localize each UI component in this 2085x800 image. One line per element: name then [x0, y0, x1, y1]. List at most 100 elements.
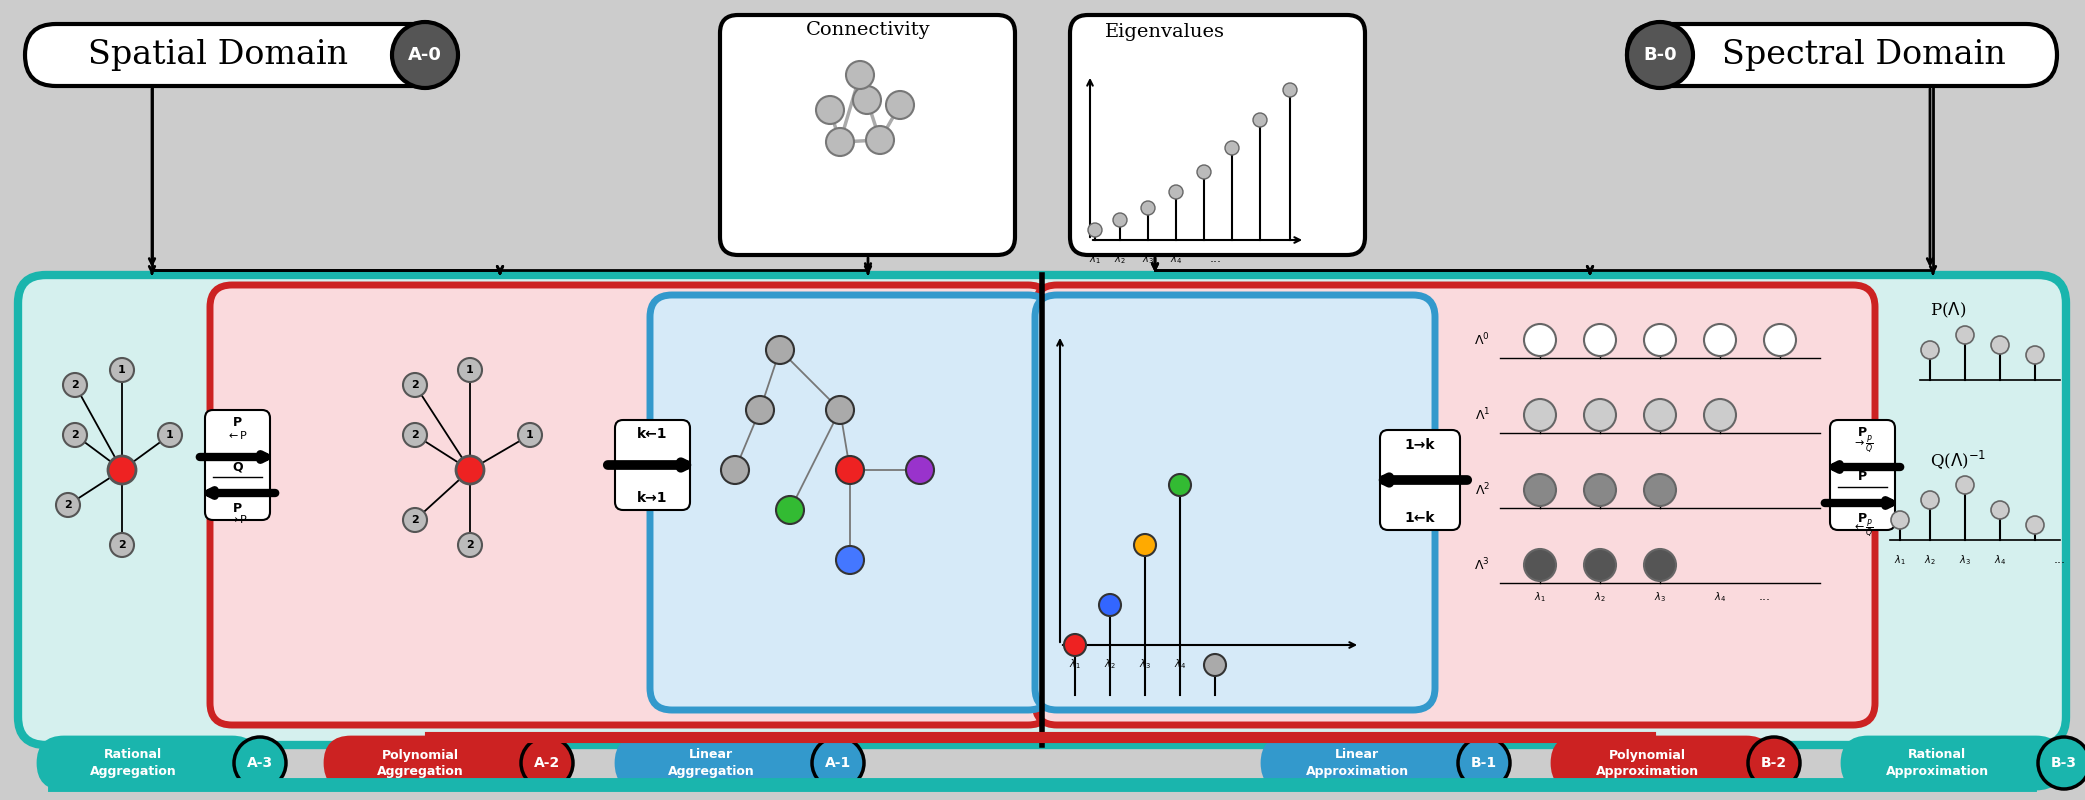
Circle shape — [521, 737, 573, 789]
FancyBboxPatch shape — [325, 737, 544, 789]
Circle shape — [457, 456, 484, 484]
Text: $\lambda_4$: $\lambda_4$ — [1714, 590, 1726, 604]
Circle shape — [402, 508, 427, 532]
FancyBboxPatch shape — [1551, 737, 1772, 789]
Text: k→1: k→1 — [638, 491, 667, 505]
FancyBboxPatch shape — [38, 737, 259, 789]
Circle shape — [63, 373, 88, 397]
Text: $\lambda_1$: $\lambda_1$ — [1893, 553, 1906, 566]
Circle shape — [517, 423, 542, 447]
Text: $\lambda_1$: $\lambda_1$ — [1070, 657, 1080, 670]
Circle shape — [1524, 474, 1555, 506]
Text: $\lambda_2$: $\lambda_2$ — [1595, 590, 1605, 604]
Circle shape — [746, 396, 774, 424]
Text: Approximation: Approximation — [1305, 765, 1409, 778]
Circle shape — [1585, 549, 1616, 581]
Text: $\lambda_2$: $\lambda_2$ — [1924, 553, 1935, 566]
Text: $\lambda_2$: $\lambda_2$ — [1113, 252, 1126, 266]
Text: Linear: Linear — [1334, 749, 1378, 762]
Circle shape — [1134, 534, 1155, 556]
Circle shape — [1643, 324, 1676, 356]
FancyBboxPatch shape — [211, 285, 1051, 725]
Text: P: P — [1858, 426, 1866, 438]
Circle shape — [1170, 474, 1191, 496]
Text: $\lambda_3$: $\lambda_3$ — [1653, 590, 1666, 604]
FancyBboxPatch shape — [1034, 285, 1874, 725]
Text: 1←k: 1←k — [1405, 511, 1434, 525]
Circle shape — [1991, 336, 2010, 354]
Circle shape — [1088, 223, 1103, 237]
Text: $\Lambda^0$: $\Lambda^0$ — [1474, 332, 1491, 348]
Text: B-0: B-0 — [1643, 46, 1676, 64]
Text: P: P — [234, 502, 242, 514]
Text: Approximation: Approximation — [1885, 765, 1989, 778]
Text: Aggregation: Aggregation — [667, 765, 755, 778]
Text: P($\Lambda$): P($\Lambda$) — [1931, 300, 1966, 320]
Text: Spatial Domain: Spatial Domain — [88, 39, 348, 71]
Circle shape — [1585, 399, 1616, 431]
Text: Rational: Rational — [104, 749, 163, 762]
Circle shape — [1253, 113, 1268, 127]
Text: Eigenvalues: Eigenvalues — [1105, 23, 1226, 41]
Circle shape — [765, 336, 794, 364]
Circle shape — [111, 358, 133, 382]
Text: 1→k: 1→k — [1405, 438, 1434, 452]
Circle shape — [1626, 22, 1693, 88]
Text: $\leftarrow\frac{P}{Q}$: $\leftarrow\frac{P}{Q}$ — [1851, 518, 1874, 540]
Circle shape — [1457, 737, 1510, 789]
Text: Polynomial: Polynomial — [382, 749, 459, 762]
Circle shape — [811, 737, 863, 789]
Text: ...: ... — [1760, 590, 1770, 603]
FancyBboxPatch shape — [651, 295, 1051, 710]
Circle shape — [1703, 324, 1737, 356]
Circle shape — [1920, 491, 1939, 509]
Text: 2: 2 — [71, 380, 79, 390]
Circle shape — [56, 493, 79, 517]
Text: Spectral Domain: Spectral Domain — [1722, 39, 2006, 71]
FancyBboxPatch shape — [1831, 420, 1895, 530]
Text: A-1: A-1 — [826, 756, 851, 770]
Circle shape — [776, 496, 805, 524]
FancyBboxPatch shape — [1626, 24, 2058, 86]
Text: $\lambda_1$: $\lambda_1$ — [1088, 252, 1101, 266]
Text: $\lambda_3$: $\lambda_3$ — [1960, 553, 1970, 566]
Circle shape — [847, 61, 874, 89]
Text: 1: 1 — [467, 365, 473, 375]
Circle shape — [2027, 516, 2043, 534]
FancyBboxPatch shape — [615, 420, 690, 510]
Circle shape — [865, 126, 894, 154]
Text: Q: Q — [231, 461, 242, 474]
Circle shape — [826, 396, 855, 424]
Text: ...: ... — [1209, 252, 1222, 265]
Text: $\Lambda^2$: $\Lambda^2$ — [1474, 482, 1491, 498]
Circle shape — [234, 737, 286, 789]
Text: $\Lambda^1$: $\Lambda^1$ — [1474, 406, 1491, 423]
Text: P: P — [1858, 511, 1866, 525]
Text: A-3: A-3 — [246, 756, 273, 770]
FancyBboxPatch shape — [1841, 737, 2062, 789]
Circle shape — [1585, 474, 1616, 506]
Circle shape — [836, 546, 863, 574]
Circle shape — [2027, 346, 2043, 364]
Text: $\lambda_4$: $\lambda_4$ — [1170, 252, 1182, 266]
Text: 2: 2 — [65, 500, 71, 510]
Text: Aggregation: Aggregation — [90, 765, 177, 778]
Circle shape — [1113, 213, 1128, 227]
Circle shape — [1282, 83, 1297, 97]
Text: k←1: k←1 — [638, 427, 667, 441]
Circle shape — [907, 456, 934, 484]
Circle shape — [1764, 324, 1795, 356]
Text: 1: 1 — [119, 365, 125, 375]
Circle shape — [1226, 141, 1238, 155]
Circle shape — [1991, 501, 2010, 519]
Text: 2: 2 — [71, 430, 79, 440]
FancyBboxPatch shape — [1380, 430, 1459, 530]
Circle shape — [836, 456, 863, 484]
FancyBboxPatch shape — [1034, 295, 1434, 710]
Circle shape — [63, 423, 88, 447]
Circle shape — [1524, 399, 1555, 431]
Text: ...: ... — [1218, 657, 1228, 670]
Circle shape — [158, 423, 181, 447]
Text: Approximation: Approximation — [1595, 765, 1699, 778]
Text: 2: 2 — [411, 380, 419, 390]
